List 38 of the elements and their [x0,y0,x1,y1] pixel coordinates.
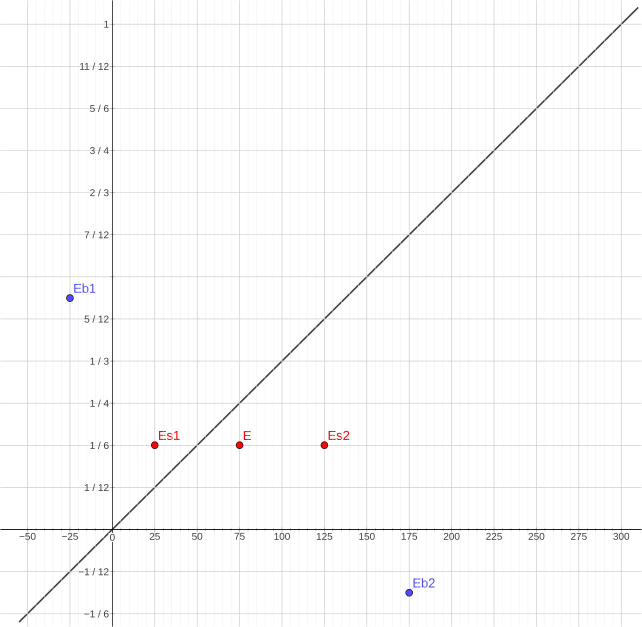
y-tick-label: −1 / 6 [84,610,109,618]
x-tick-label: 200 [444,532,460,540]
y-tick-label: 1 / 3 [90,357,109,365]
y-tick-label: 1 / 4 [90,400,109,407]
y-tick-label: 3 / 4 [90,146,109,154]
x-tick-label: 125 [316,532,332,540]
series-label: Es2 [328,430,350,440]
y-tick-label: 1 / 12 [84,484,109,492]
x-tick-label: 250 [528,532,544,540]
point [320,441,328,449]
x-tick-label: 50 [192,532,202,540]
point [66,294,74,302]
y-tick-label: 2 / 3 [90,188,109,196]
y-tick-label: −1 / 12 [78,568,109,576]
y-tick-label: 11 / 12 [80,62,109,70]
x-tick-label: 275 [571,532,587,540]
point [236,441,244,449]
point [150,441,159,449]
y-tick-label: 5 / 6 [90,104,109,112]
y-tick-label: 7 / 12 [84,231,109,238]
x-tick-label: 175 [402,532,418,540]
x-tick-label: 25 [150,532,160,540]
x-tick-label: 100 [274,532,290,540]
x-tick-label: 75 [234,532,245,540]
series-label: Es1 [159,430,180,440]
y-tick-label: 1 [104,20,109,28]
y-tick-label: 1 / 6 [90,442,109,449]
x-tick-label: 225 [486,532,502,540]
point [405,588,413,597]
y-tick-label: 5 / 12 [84,315,109,323]
x-tick-label: −25 [62,532,78,540]
series-label: Eb1 [74,283,96,293]
series-label: Eb2 [413,578,435,588]
x-tick-label: 0 [110,534,115,541]
series-label: E [244,431,251,440]
x-tick-label: −50 [20,532,36,540]
x-tick-label: 150 [359,532,375,540]
x-tick-label: 300 [613,532,630,540]
